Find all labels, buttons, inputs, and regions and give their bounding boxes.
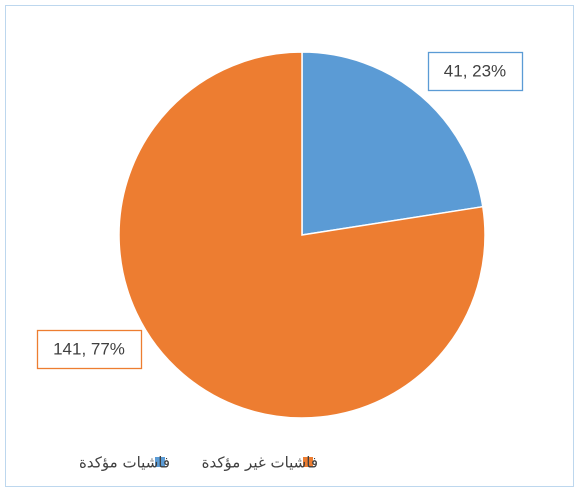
- legend-swatch: [155, 457, 165, 467]
- data-label: 41, 23%: [444, 61, 506, 80]
- legend-swatch: [303, 457, 313, 467]
- data-label-box: [427, 51, 524, 92]
- legend-label: فاشيات غير مؤكدة: [202, 454, 318, 472]
- data-label: 141, 77%: [53, 339, 125, 358]
- pie-slice: [118, 51, 486, 419]
- legend-label: فاشيات مؤكدة: [79, 454, 170, 472]
- data-label-box: [36, 329, 143, 370]
- pie-slice: [301, 51, 484, 236]
